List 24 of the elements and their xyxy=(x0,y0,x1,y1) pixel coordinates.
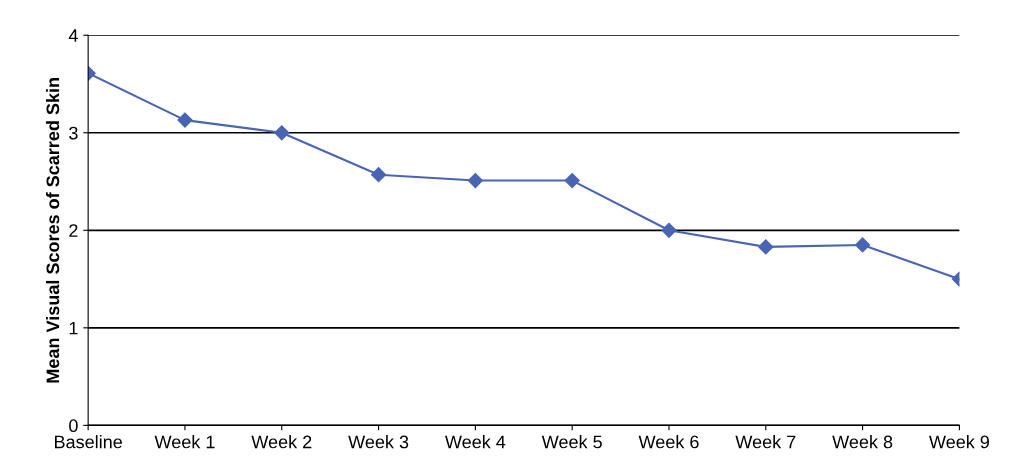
point xyxy=(564,172,580,189)
x-tick-label: Week 2 xyxy=(251,435,312,449)
y-axis-title: Mean Visual Scores of Scarred Skin xyxy=(46,78,60,383)
x-tick-label: Week 1 xyxy=(154,435,215,449)
point xyxy=(467,172,483,189)
y-tick-label: 0 xyxy=(69,419,78,433)
x-tick-label: Week 6 xyxy=(638,435,699,449)
y-tick-label: 3 xyxy=(69,126,78,140)
point xyxy=(177,112,193,128)
point xyxy=(274,125,290,141)
x-tick-label: Week 7 xyxy=(735,435,796,449)
x-tick-label: Baseline xyxy=(55,435,122,449)
point xyxy=(855,237,871,253)
y-tick-label: 4 xyxy=(68,29,78,42)
x-tick-label: Week 8 xyxy=(832,435,893,449)
x-tick-label: Week 4 xyxy=(445,435,506,449)
point xyxy=(661,222,677,238)
x-tick-label: Week 3 xyxy=(348,435,409,449)
x-tick-label: Week 5 xyxy=(541,435,602,449)
y-tick-label: 1 xyxy=(69,321,78,335)
y-tick-label: 2 xyxy=(69,224,78,237)
point xyxy=(758,239,774,255)
point xyxy=(370,167,387,183)
x-tick-label: Week 9 xyxy=(929,435,989,449)
